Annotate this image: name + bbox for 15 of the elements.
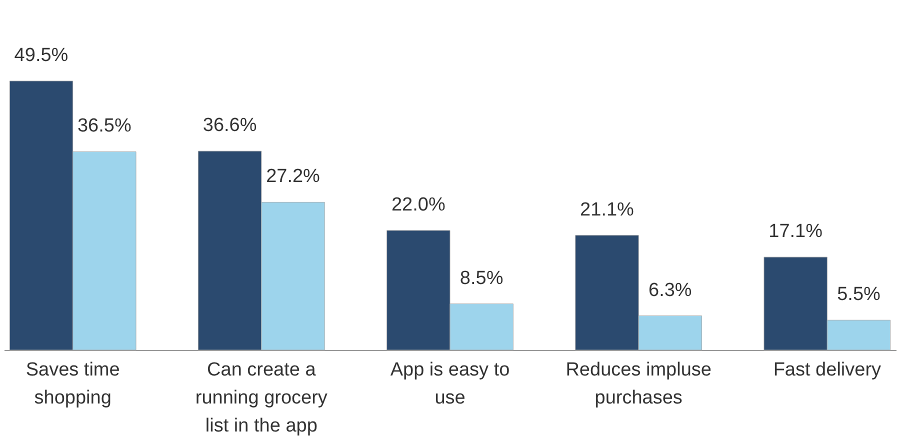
data-label: 36.5% xyxy=(77,116,132,137)
x-tick-label: Can create a running grocery list in the app xyxy=(195,360,328,436)
data-label: 36.6% xyxy=(202,115,257,136)
x-tick-label: App is easy to use xyxy=(390,360,510,408)
data-label: 22.0% xyxy=(391,194,446,216)
data-label: 5.5% xyxy=(837,284,881,306)
x-tick-label: Fast delivery xyxy=(773,360,882,380)
x-tick-label: Reduces impluse purchases xyxy=(566,360,712,408)
data-label: 6.3% xyxy=(648,280,692,301)
data-label: 21.1% xyxy=(580,199,634,220)
data-label: 8.5% xyxy=(460,268,504,289)
data-label: 27.2% xyxy=(266,166,320,188)
x-tick-label: Saves time shopping xyxy=(26,360,120,408)
data-label: 49.5% xyxy=(14,45,68,66)
data-label: 17.1% xyxy=(768,221,823,242)
